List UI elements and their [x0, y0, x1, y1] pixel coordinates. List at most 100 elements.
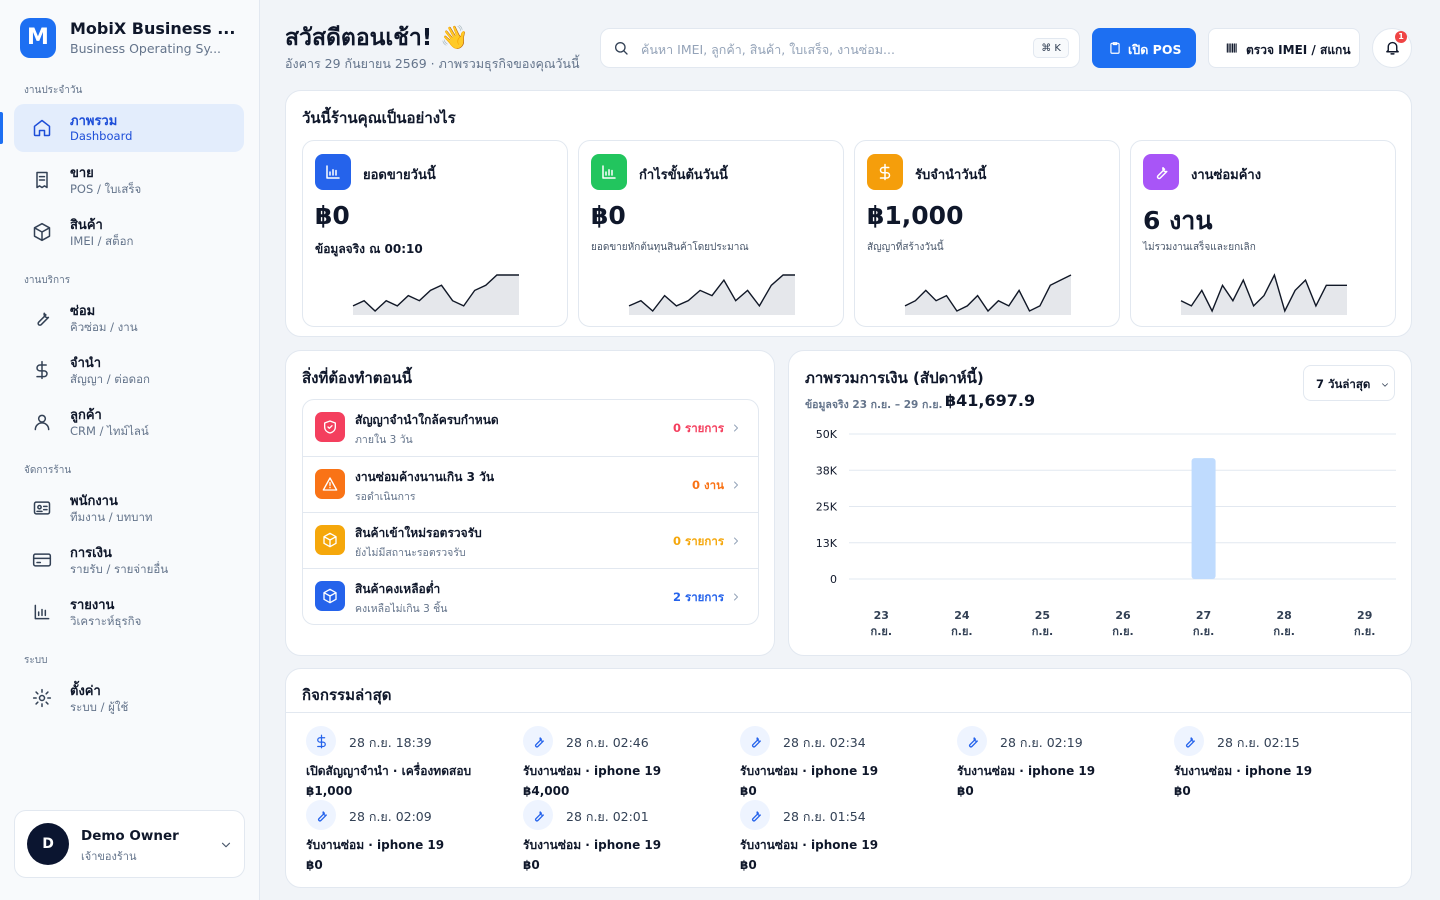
nav-icon	[32, 688, 52, 708]
todo-item[interactable]: สัญญาจำนำใกล้ครบกำหนด ภายใน 3 วัน 0 รายการ	[303, 400, 758, 456]
todo-item[interactable]: งานซ่อมค้างนานเกิน 3 วัน รอดำเนินการ 0 งาน	[303, 456, 758, 512]
icon-part	[879, 163, 891, 181]
activity-amount: ฿0	[523, 858, 540, 872]
nav-item[interactable]: ซ่อม คิวซ่อม / งาน	[14, 294, 244, 342]
activity-time: 28 ก.ย. 02:01	[566, 809, 649, 824]
nav-sublabel: รายรับ / รายจ่ายอื่น	[70, 562, 169, 576]
todo-item[interactable]: สินค้าคงเหลือต่ำ คงเหลือไม่เกิน 3 ชิ้น 2 ร…	[303, 568, 758, 624]
todo-item[interactable]: สินค้าเข้าใหม่รอตรวจรับ ยังไม่มีสถานะรอตร…	[303, 512, 758, 568]
icon-part	[36, 360, 48, 380]
stat-icon	[1143, 154, 1179, 190]
todo-item-sub: รอดำเนินการ	[355, 491, 416, 503]
sparkline	[904, 274, 1072, 315]
nav-item[interactable]: ตั้งค่า ระบบ / ผู้ใช้	[14, 674, 244, 722]
stat-card: กำไรขั้นต้นวันนี้ ฿0 ยอดขายหักต้นทุนสินค้า…	[578, 140, 844, 327]
stat-icon	[591, 154, 627, 190]
nav-item[interactable]: ภาพรวม Dashboard	[14, 104, 244, 152]
icon-part	[323, 532, 337, 548]
todo-count: 0 รายการ	[673, 421, 724, 435]
nav-icon	[32, 170, 52, 190]
user-card[interactable]: D Demo Owner เจ้าของร้าน	[14, 810, 245, 878]
stat-icon	[315, 154, 351, 190]
icon-part	[751, 736, 761, 747]
stat-value: ฿0	[315, 201, 350, 230]
search-box[interactable]: ค้นหา IMEI, ลูกค้า, สินค้า, ใบเสร็จ, งาน…	[600, 28, 1080, 68]
nav-icon	[32, 222, 52, 242]
imei-icon	[1225, 41, 1239, 55]
icon-part	[615, 42, 628, 55]
range-label: 7 วันล่าสุด	[1316, 377, 1371, 391]
icon-part	[37, 312, 50, 326]
nav-label: ลูกค้า	[70, 408, 102, 423]
app-subtitle: Business Operating Sy...	[70, 41, 222, 56]
sparkline	[628, 274, 795, 315]
activity-icon	[523, 726, 553, 756]
nav-item[interactable]: ขาย POS / ใบเสร็จ	[14, 156, 244, 204]
icon-part	[32, 688, 52, 708]
icon-part	[34, 604, 50, 620]
activity-title-text: รับงานซ่อม · iphone 19	[740, 838, 879, 852]
icon-part	[1110, 42, 1120, 54]
activity-amount: ฿1,000	[306, 784, 353, 798]
icon-part	[734, 537, 738, 545]
icon-part	[37, 414, 47, 423]
nav-item[interactable]: พนักงาน ทีมงาน / บทบาท	[14, 484, 244, 532]
nav-icon	[32, 308, 52, 328]
imei-button[interactable]: ตรวจ IMEI / สแกน	[1208, 28, 1360, 68]
nav-label: ซ่อม	[70, 304, 96, 319]
pos-button[interactable]: เปิด POS	[1092, 28, 1196, 68]
user-role: เจ้าของร้าน	[81, 850, 137, 863]
nav-item[interactable]: รายงาน วิเคราะห์ธุรกิจ	[14, 588, 244, 636]
sparkline-area	[629, 275, 795, 315]
nav-label: การเงิน	[70, 546, 112, 561]
activity-amount: ฿0	[740, 858, 757, 872]
icon-part	[534, 810, 544, 821]
icon-part	[221, 842, 231, 848]
icon-part	[316, 734, 326, 748]
x-tick-label: 28 ก.ย.	[1273, 609, 1295, 638]
stat-label: ยอดขายวันนี้	[363, 168, 436, 183]
icon-part	[1226, 43, 1237, 53]
activity-icon	[306, 726, 336, 756]
todo-icon	[315, 469, 345, 499]
nav-item[interactable]: สินค้า IMEI / สต็อก	[14, 208, 244, 256]
notification-button[interactable]: 1	[1372, 28, 1412, 68]
icon-part	[1156, 166, 1168, 180]
activity-item: 28 ก.ย. 02:46 รับงานซ่อม · iphone 19 ฿4,00…	[523, 726, 733, 798]
sparkline	[352, 274, 519, 315]
icon-part	[36, 171, 48, 189]
activity-title-text: รับงานซ่อม · iphone 19	[957, 764, 1096, 778]
range-button[interactable]: 7 วันล่าสุด	[1303, 365, 1395, 401]
activity-item: 28 ก.ย. 01:54 รับงานซ่อม · iphone 19 ฿0	[740, 800, 950, 872]
icon-part	[324, 420, 336, 434]
icon-part	[751, 736, 761, 747]
icon-part	[751, 810, 761, 821]
activity-item: 28 ก.ย. 18:39 เปิดสัญญาจำนำ · เครื่องทดสอ…	[306, 726, 516, 798]
icon-part	[623, 50, 628, 55]
nav-item[interactable]: จำนำ สัญญา / ต่อดอก	[14, 346, 244, 394]
todo-title: สิ่งที่ต้องทำตอนนี้	[302, 369, 413, 387]
icon-part	[36, 360, 48, 380]
stat-note: ยอดขายหักต้นทุนสินค้าโดยประมาณ	[591, 242, 749, 253]
sidebar: M MobiX Business ... Business Operating Sy…	[0, 0, 260, 900]
stat-note: ไม่รวมงานเสร็จและยกเลิก	[1143, 242, 1256, 253]
todo-item-title: สินค้าคงเหลือต่ำ	[355, 582, 441, 596]
activity-amount: ฿0	[306, 858, 323, 872]
todo-list: สัญญาจำนำใกล้ครบกำหนด ภายใน 3 วัน 0 รายการ…	[302, 399, 759, 625]
icon-part	[534, 736, 544, 747]
stat-value: ฿0	[591, 201, 626, 230]
todo-icon	[315, 412, 345, 442]
nav-label: ตั้งค่า	[70, 684, 101, 699]
nav-item[interactable]: ลูกค้า CRM / ไทม์ไลน์	[14, 398, 244, 446]
nav-item[interactable]: การเงิน รายรับ / รายจ่ายอื่น	[14, 536, 244, 584]
icon-part	[32, 688, 52, 708]
icon-part	[324, 420, 336, 434]
nav-section-title: ระบบ	[24, 655, 48, 666]
y-tick-label: 38K	[816, 464, 838, 477]
icon-part	[317, 810, 327, 821]
icon-part	[615, 42, 626, 53]
finance-panel: ภาพรวมการเงิน (สัปดาห์นี้) ข้อมูลจริง 23 …	[788, 350, 1412, 656]
today-title: วันนี้ร้านคุณเป็นอย่างไร	[302, 109, 456, 127]
activity-item: 28 ก.ย. 02:19 รับงานซ่อม · iphone 19 ฿0	[957, 726, 1167, 798]
